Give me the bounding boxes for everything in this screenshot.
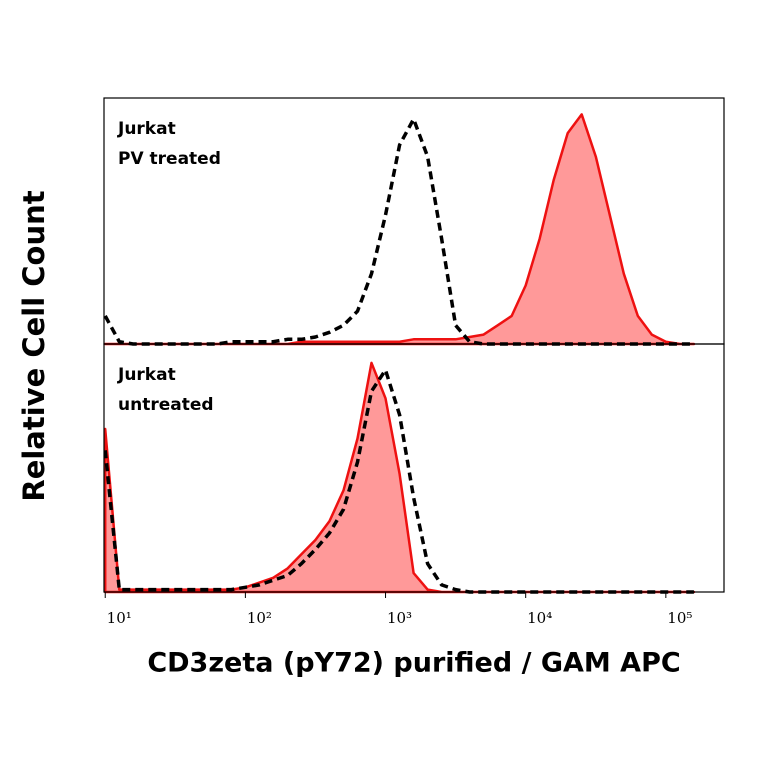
x-tick-label: 10² [247, 609, 272, 627]
panel-annotation: PV treated [118, 149, 221, 169]
x-axis-label: CD3zeta (pY72) purified / GAM APC [147, 648, 680, 679]
x-tick-label: 10⁵ [667, 609, 692, 627]
panel-frame [103, 343, 725, 593]
panel-annotation: Jurkat [117, 365, 176, 385]
panel-annotation: untreated [118, 395, 214, 415]
x-tick-label: 10³ [387, 609, 412, 627]
x-tick-label: 10⁴ [527, 609, 552, 627]
x-tick-label: 10¹ [107, 609, 132, 627]
panel-annotation: Jurkat [117, 119, 176, 139]
y-axis-label: Relative Cell Count [17, 190, 51, 501]
